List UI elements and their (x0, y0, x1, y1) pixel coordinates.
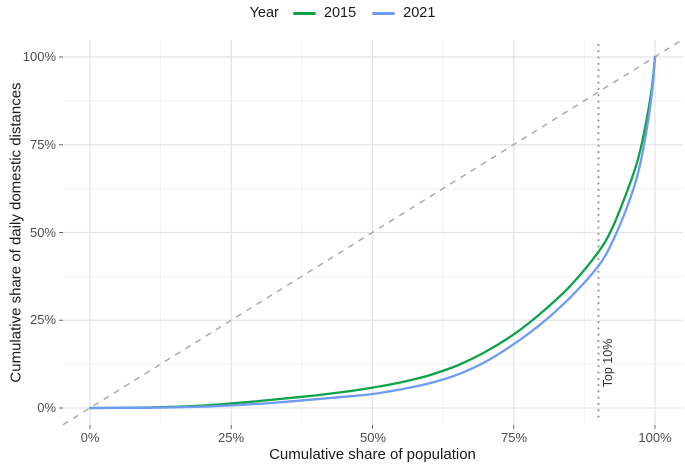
x-tick-100: 100% (638, 430, 672, 445)
legend-key-line-2021-icon (372, 11, 396, 15)
top-10-percent-annotation: Top 10% (601, 338, 615, 388)
y-tick-50: 50% (29, 225, 56, 240)
legend-key-line-2015-icon (292, 11, 316, 15)
legend-label-2021: 2021 (403, 5, 436, 21)
legend-label-2015: 2015 (323, 5, 357, 21)
y-tick-25: 25% (29, 312, 56, 327)
x-tick-50: 50% (359, 430, 387, 445)
series-line-2021[interactable] (88, 55, 657, 410)
x-tick-75: 75% (500, 430, 528, 445)
legend-item-2021[interactable]: 2021 (372, 5, 435, 21)
x-tick-25: 25% (217, 430, 245, 445)
legend-title: Year (249, 5, 279, 21)
equality-diagonal-dashed-line (62, 39, 683, 426)
x-axis-title: Cumulative share of population (269, 446, 476, 463)
y-tick-75: 75% (29, 137, 56, 152)
y-tick-100: 100% (22, 49, 56, 64)
y-tick-0: 0% (37, 400, 56, 415)
x-tick-0: 0% (80, 430, 100, 445)
legend-item-2015[interactable]: 2015 (292, 5, 357, 21)
legend: Year 2015 2021 (0, 2, 685, 24)
